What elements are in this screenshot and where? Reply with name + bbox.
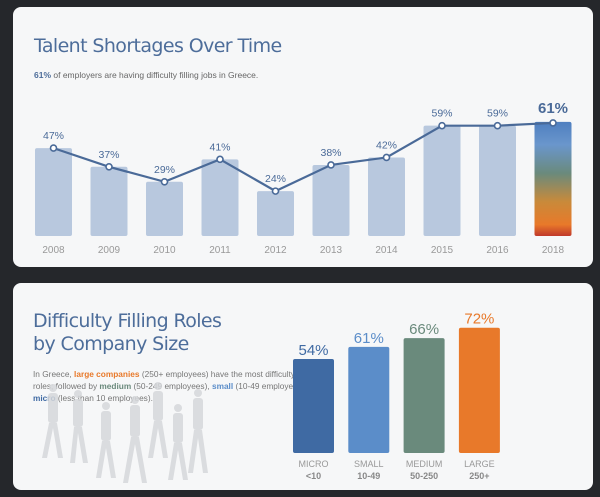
subtitle-highlight: 61% [34, 70, 52, 80]
data-point [493, 121, 502, 130]
subtitle-text: of employers are having difficulty filli… [51, 70, 259, 80]
value-label: 47% [43, 130, 64, 142]
category-label: MICRO [299, 459, 329, 469]
talent-shortage-chart: 2008 2009 2010 2011 2012 2013 2014 2015 2016 2018… [35, 100, 572, 256]
desc-text: (less than 10 employees). [55, 393, 153, 403]
desc-text: (50-249 employees), [131, 381, 212, 391]
chart-title-line1: Difficulty Filling Roles [33, 310, 222, 332]
category-label: LARGE [464, 459, 495, 469]
bar-2009 [90, 166, 128, 236]
value-label: 66% [409, 321, 439, 338]
bar-2014 [368, 157, 405, 236]
year-label: 2015 [431, 245, 454, 256]
category-sublabel: 10-49 [357, 471, 380, 481]
bar-2016 [479, 125, 516, 236]
desc-text: In Greece, [33, 369, 75, 379]
value-label: 72% [464, 311, 494, 328]
data-point [105, 163, 113, 171]
chart-title: Talent Shortages Over Time [34, 35, 282, 57]
bar-2011 [201, 159, 239, 236]
value-label: 29% [154, 164, 175, 176]
year-label: 2014 [375, 245, 398, 256]
walking-people-illustration [42, 382, 208, 483]
talent-shortages-card: Talent Shortages Over Time 61% of employ… [13, 7, 593, 267]
bar-2008 [35, 148, 72, 236]
chart-description: In Greece, large companies (250+ employe… [33, 368, 323, 404]
chart-title-line2: by Company Size [33, 333, 189, 355]
category-label: SMALL [354, 459, 384, 469]
company-size-card: Difficulty Filling Roles by Company Size… [13, 283, 593, 490]
value-label: 61% [354, 330, 384, 347]
data-point [382, 153, 391, 162]
year-label: 2016 [486, 245, 509, 256]
desc-small: small [211, 381, 234, 391]
desc-text: (10-49 employees) and [233, 381, 321, 391]
bar-medium [403, 338, 445, 453]
bar-small [348, 346, 390, 453]
data-point [271, 187, 280, 195]
bar-2010 [146, 181, 183, 236]
year-label: 2010 [153, 245, 176, 256]
desc-micro: micro [33, 393, 56, 403]
data-point [549, 119, 557, 127]
category-sublabel: 50-250 [410, 471, 438, 481]
year-label: 2009 [98, 245, 121, 256]
value-label: 42% [376, 139, 397, 151]
bar-2013 [312, 164, 350, 236]
value-label: 38% [320, 147, 341, 159]
value-label: 37% [98, 149, 119, 161]
category-label: MEDIUM [406, 459, 443, 469]
data-point [160, 177, 169, 186]
year-label: 2008 [42, 245, 65, 256]
value-label: 41% [209, 141, 230, 153]
value-label: 61% [538, 100, 568, 117]
bar-2015 [423, 125, 461, 236]
value-label: 59% [431, 108, 452, 120]
desc-medium: medium [99, 381, 132, 391]
year-label: 2012 [264, 245, 287, 256]
data-point [438, 121, 446, 130]
data-point [216, 155, 224, 164]
company-size-chart: 54% MICRO <10 61% SMALL 10-49 66% MEDIUM 50-250 7… [293, 311, 500, 481]
year-label: 2018 [542, 245, 565, 256]
data-point [327, 161, 335, 169]
trend-line [53, 121, 554, 193]
year-label: 2013 [320, 245, 343, 256]
category-sublabel: 250+ [469, 471, 489, 481]
chart-subtitle: 61% of employers are having difficulty f… [34, 70, 258, 80]
data-point [49, 144, 58, 152]
year-label: 2011 [209, 245, 231, 256]
bar-2012 [257, 191, 294, 236]
value-label: 59% [487, 108, 508, 120]
desc-text: (250+ employees) have the most difficult… [33, 369, 315, 391]
value-label: 24% [265, 173, 286, 185]
bar-2018 [534, 121, 572, 236]
bar-micro [293, 359, 334, 453]
category-sublabel: <10 [306, 471, 321, 481]
bar-large [458, 327, 500, 453]
value-label: 54% [298, 342, 328, 359]
desc-large: large companies [74, 369, 140, 379]
